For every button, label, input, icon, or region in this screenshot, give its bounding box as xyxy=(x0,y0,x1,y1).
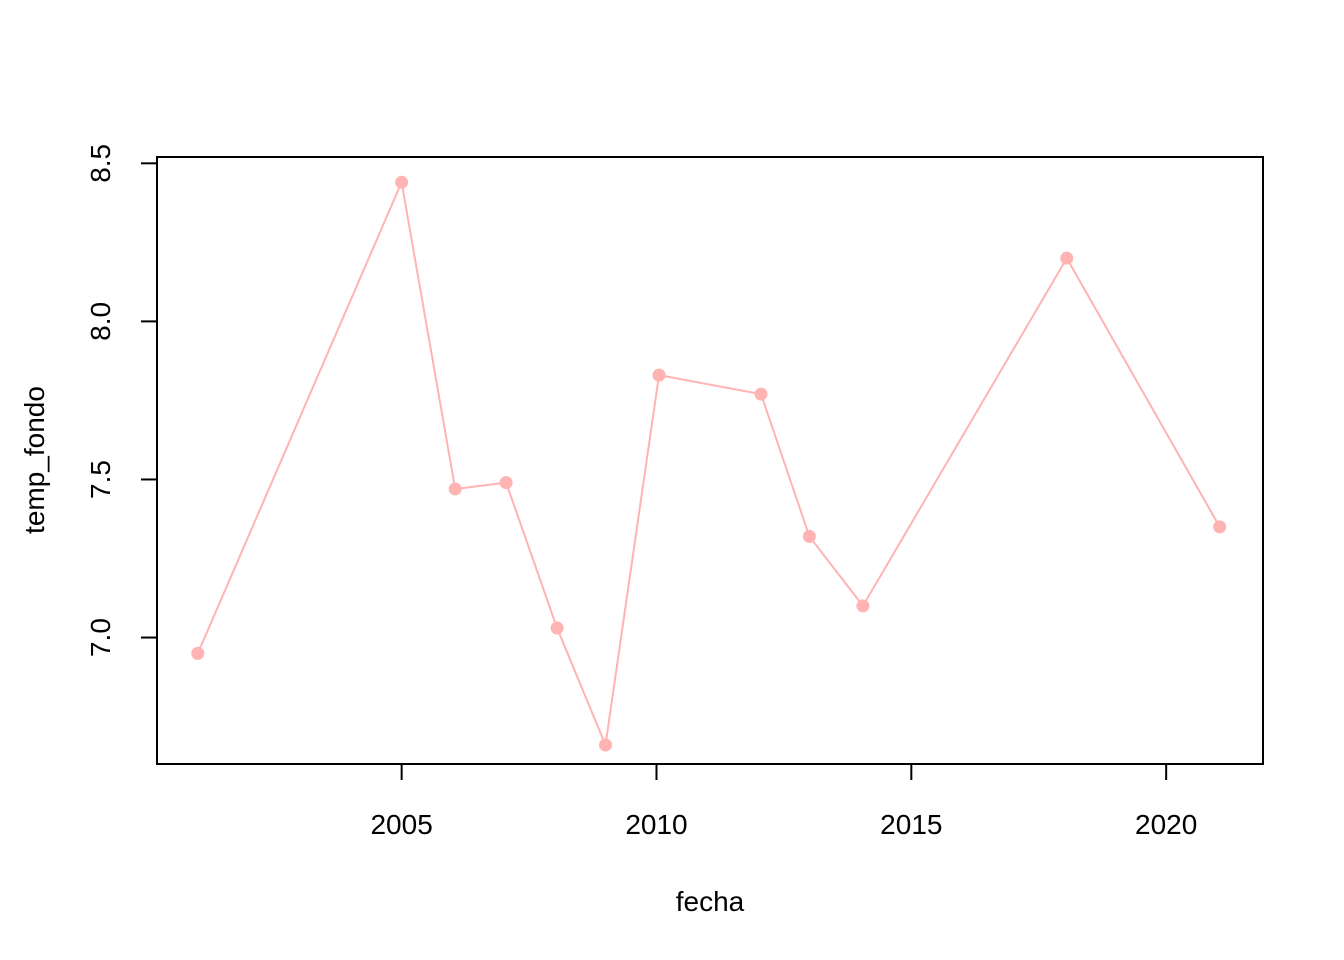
data-point xyxy=(599,738,613,752)
x-tick-label: 2010 xyxy=(625,809,687,840)
data-point xyxy=(499,476,513,490)
plot-area-box xyxy=(156,156,1264,765)
data-point xyxy=(802,529,816,543)
y-tick-label: 8.0 xyxy=(85,302,116,341)
y-axis-label: temp_fondo xyxy=(19,386,50,534)
data-point xyxy=(1060,251,1074,265)
data-point xyxy=(856,599,870,613)
x-axis-label: fecha xyxy=(676,886,745,917)
y-tick-label: 8.5 xyxy=(85,144,116,183)
y-tick-label: 7.0 xyxy=(85,618,116,657)
series-layer xyxy=(191,175,1227,752)
data-point xyxy=(652,368,666,382)
data-point xyxy=(191,646,205,660)
x-tick-label: 2005 xyxy=(370,809,432,840)
data-point xyxy=(395,175,409,189)
y-axis: 7.0 7.5 8.0 8.5 xyxy=(85,144,158,657)
data-point xyxy=(754,387,768,401)
data-point xyxy=(1213,520,1227,534)
x-tick-label: 2015 xyxy=(880,809,942,840)
x-tick-label: 2020 xyxy=(1135,809,1197,840)
series-line xyxy=(196,178,1221,749)
data-point xyxy=(448,482,462,496)
y-tick-label: 7.5 xyxy=(85,460,116,499)
data-point xyxy=(550,621,564,635)
x-axis: 2005 2010 2015 2020 xyxy=(370,763,1197,840)
